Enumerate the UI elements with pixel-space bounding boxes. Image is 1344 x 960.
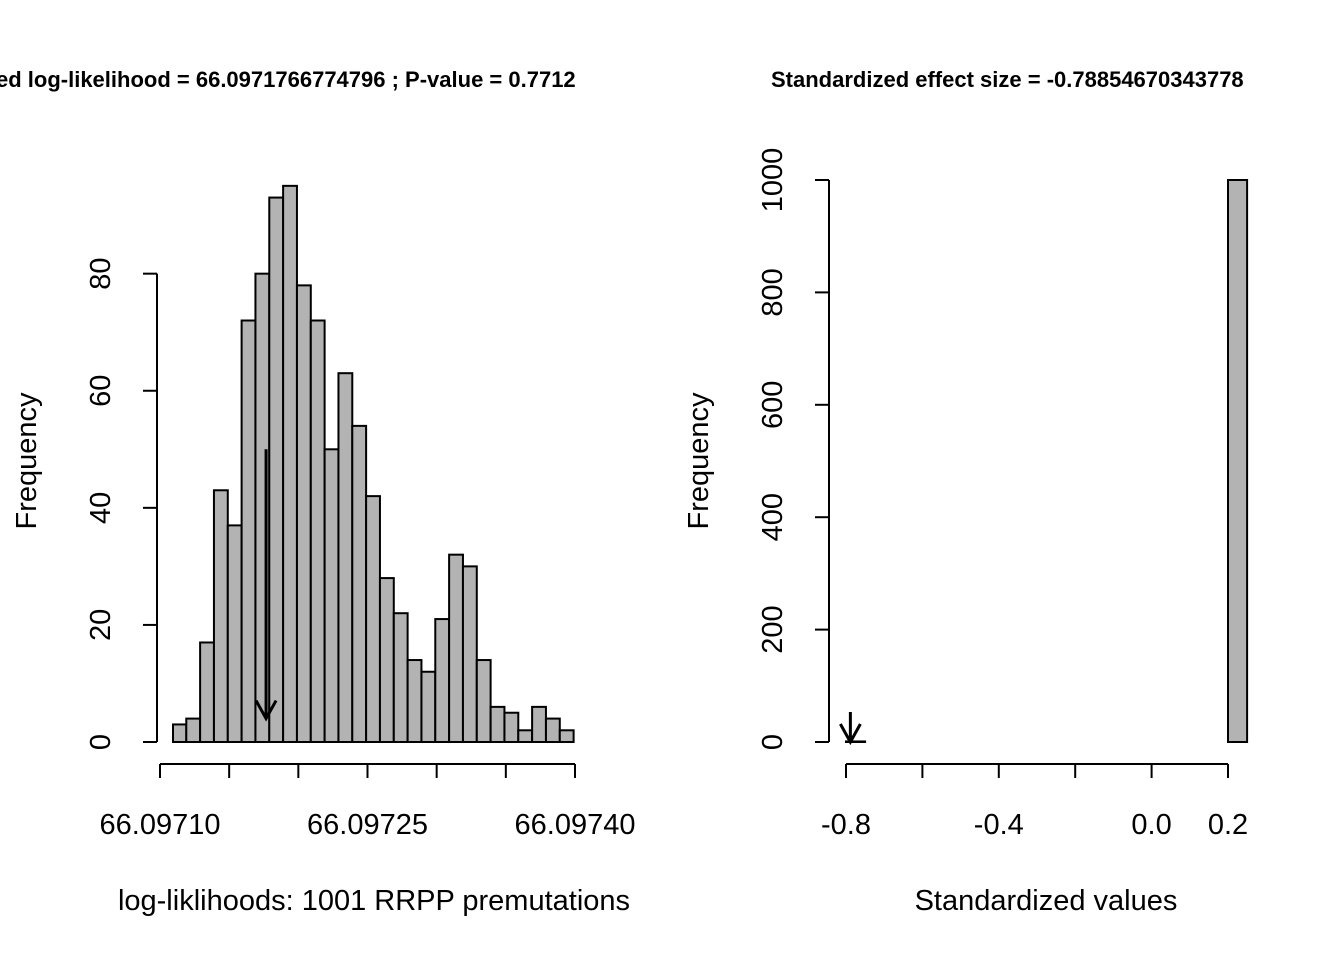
loglik-observed-arrow	[254, 449, 278, 722]
histogram-bar	[406, 659, 423, 744]
histogram-bar	[392, 612, 409, 743]
effect-size-bars	[845, 179, 1249, 743]
y-tick-label: 20	[85, 609, 117, 641]
y-tick-label: 800	[757, 268, 789, 316]
arrow-head	[254, 699, 278, 722]
x-tick-label: 0.0	[1131, 809, 1171, 841]
loglik-y-axis: 0 20 40 60 80	[85, 258, 158, 750]
x-tick-label: 66.09725	[307, 809, 428, 841]
loglik-xlabel: log-liklihoods: 1001 RRPP premutations	[118, 885, 630, 917]
loglik-x-axis: 66.09710 66.09725 66.09740	[100, 763, 636, 841]
x-tick-label: 66.09710	[100, 809, 221, 841]
histogram-bar	[448, 553, 464, 744]
histogram-bar	[226, 524, 243, 743]
y-tick-label: 0	[757, 734, 789, 750]
loglik-ylabel: Frequency	[11, 392, 43, 530]
y-tick-label: 80	[85, 258, 117, 290]
x-tick-label: -0.4	[974, 809, 1024, 841]
y-tick-label: 200	[757, 605, 789, 653]
histogram-bar	[172, 723, 188, 743]
y-tick-label: 40	[85, 492, 117, 524]
effect-size-ylabel: Frequency	[683, 392, 715, 530]
histogram-bar	[212, 489, 229, 744]
y-tick-label: 600	[757, 381, 789, 429]
x-tick-label: 66.09740	[515, 809, 636, 841]
loglik-title: ed log-likelihood = 66.0971766774796 ; P…	[0, 67, 576, 92]
histogram-bar	[475, 659, 492, 744]
histogram-bar	[434, 618, 451, 743]
histogram-bar	[845, 740, 867, 743]
histogram-bar	[365, 495, 381, 743]
effect-size-y-axis: 0 200 400 600 800 1000	[757, 148, 830, 750]
histogram-bar	[489, 705, 506, 743]
histogram-bar	[1227, 179, 1249, 743]
histogram-bar	[309, 319, 326, 743]
histogram-bar	[199, 641, 215, 744]
y-tick-label: 60	[85, 375, 117, 407]
histogram-bar	[337, 372, 354, 743]
histogram-bar	[544, 717, 561, 743]
histogram-bar	[461, 565, 478, 743]
x-tick-label: -0.8	[821, 809, 871, 841]
effect-size-x-axis: -0.8 -0.4 0.0 0.2	[821, 763, 1248, 841]
histogram-bar	[323, 448, 340, 743]
arrow-head	[839, 723, 862, 746]
histogram-bar	[268, 196, 285, 743]
histogram-bar	[558, 729, 575, 744]
effect-size-histogram-panel: Standardized effect size = -0.7885467034…	[683, 67, 1248, 917]
histogram-bar	[240, 319, 257, 743]
histogram-bar	[378, 577, 395, 743]
y-tick-label: 400	[757, 493, 789, 541]
y-tick-label: 1000	[757, 148, 789, 213]
effect-size-title: Standardized effect size = -0.7885467034…	[771, 67, 1244, 92]
histogram-bar	[503, 711, 520, 744]
histogram-bar	[282, 184, 298, 743]
histogram-bar	[531, 705, 547, 743]
histogram-bar	[185, 717, 202, 743]
effect-size-observed-arrow	[839, 712, 862, 746]
histogram-bar	[517, 729, 534, 744]
histogram-bar	[351, 424, 368, 743]
loglik-histogram-panel: ed log-likelihood = 66.0971766774796 ; P…	[0, 67, 635, 917]
loglik-bars	[172, 184, 575, 744]
effect-size-xlabel: Standardized values	[915, 885, 1178, 917]
histogram-bar	[295, 284, 312, 743]
x-tick-label: 0.2	[1208, 809, 1248, 841]
histogram-bar	[420, 670, 437, 743]
y-tick-label: 0	[85, 734, 117, 750]
